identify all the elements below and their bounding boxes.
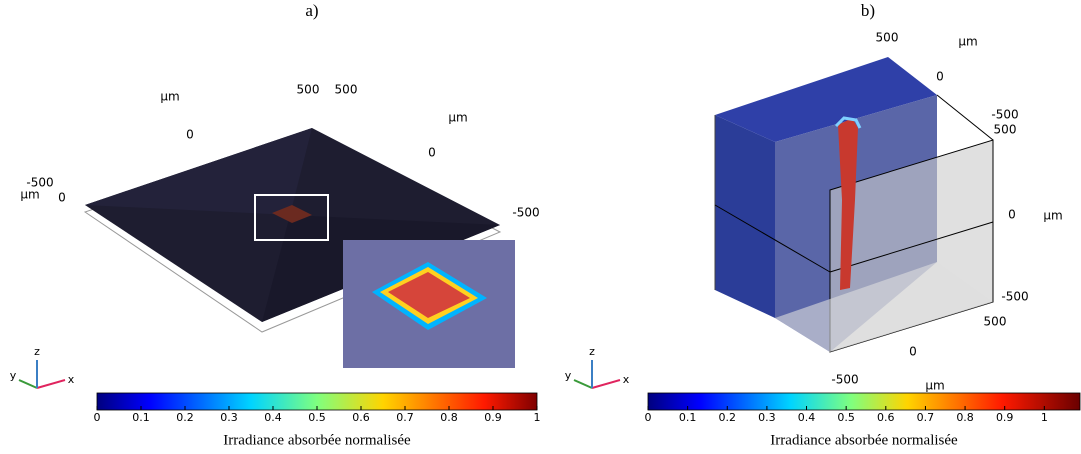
triad-label: z	[589, 345, 595, 358]
colorbar-tick-label: 1	[534, 411, 541, 424]
axis-label: μm	[160, 90, 179, 104]
colorbar-tick-label: 0.5	[837, 411, 855, 424]
axis-label: 500	[984, 315, 1007, 329]
colorbar-label: Irradiance absorbée normalisée	[223, 432, 411, 448]
panel-label: b)	[861, 1, 875, 20]
colorbar-tick-label: 0.4	[264, 411, 282, 424]
axis-label: -500	[1001, 290, 1028, 304]
axis-label: 0	[936, 70, 944, 84]
triad-label: y	[10, 369, 17, 382]
colorbar-tick-label: 0.7	[917, 411, 935, 424]
axis-label: μm	[20, 188, 39, 202]
axis-arrow	[573, 379, 593, 389]
colorbar-tick-label: 0.3	[758, 411, 776, 424]
triad-label: x	[68, 373, 75, 386]
plane-render	[83, 128, 515, 368]
triad-label: z	[34, 345, 40, 358]
colorbar-tick-label: 0.6	[352, 411, 370, 424]
axis-label: μm	[925, 379, 944, 393]
panel-label: a)	[305, 1, 318, 20]
colorbar-tick-label: 0.8	[440, 411, 458, 424]
axis-label: -500	[512, 206, 539, 220]
colorbar	[647, 392, 1081, 411]
axis-label: 0	[428, 146, 436, 160]
axis-label: 0	[58, 191, 66, 205]
axis-label: -500	[26, 176, 53, 190]
colorbar-label: Irradiance absorbée normalisée	[770, 432, 958, 448]
axis-label: -500	[831, 373, 858, 387]
axis-label: 500	[876, 31, 899, 45]
axis-label: -500	[991, 108, 1018, 122]
colorbar-tick-label: 0	[94, 411, 101, 424]
triad-label: y	[565, 369, 572, 382]
box-render	[714, 57, 994, 353]
triad-label: x	[623, 373, 630, 386]
colorbar-tick-label: 0.6	[877, 411, 895, 424]
axis-label: μm	[1043, 209, 1062, 223]
axis-label: 0	[1008, 208, 1016, 222]
colorbar-tick-label: 0.3	[220, 411, 238, 424]
axis-label: μm	[448, 111, 467, 125]
axis-label: 0	[186, 128, 194, 142]
colorbar-tick-label: 0.8	[956, 411, 974, 424]
axis-arrow	[36, 379, 66, 389]
axis-label: 500	[335, 83, 358, 97]
axis-label: 500	[297, 83, 320, 97]
axis-arrow	[591, 379, 621, 389]
colorbar-tick-label: 0	[645, 411, 652, 424]
axis-arrow	[18, 379, 38, 389]
colorbar-tick-label: 0.1	[132, 411, 150, 424]
colorbar-tick-label: 0.2	[176, 411, 194, 424]
colorbar-tick-label: 0.9	[484, 411, 502, 424]
colorbar-tick-label: 0.7	[396, 411, 414, 424]
colorbar-tick-label: 0.5	[308, 411, 326, 424]
colorbar-tick-label: 0.2	[719, 411, 737, 424]
colorbar-tick-label: 0.4	[798, 411, 816, 424]
colorbar-tick-label: 1	[1041, 411, 1048, 424]
axis-label: μm	[958, 35, 977, 49]
colorbar-tick-label: 0.1	[679, 411, 697, 424]
axis-label: 0	[909, 345, 917, 359]
axis-label: 500	[994, 123, 1017, 137]
colorbar-tick-label: 0.9	[996, 411, 1014, 424]
